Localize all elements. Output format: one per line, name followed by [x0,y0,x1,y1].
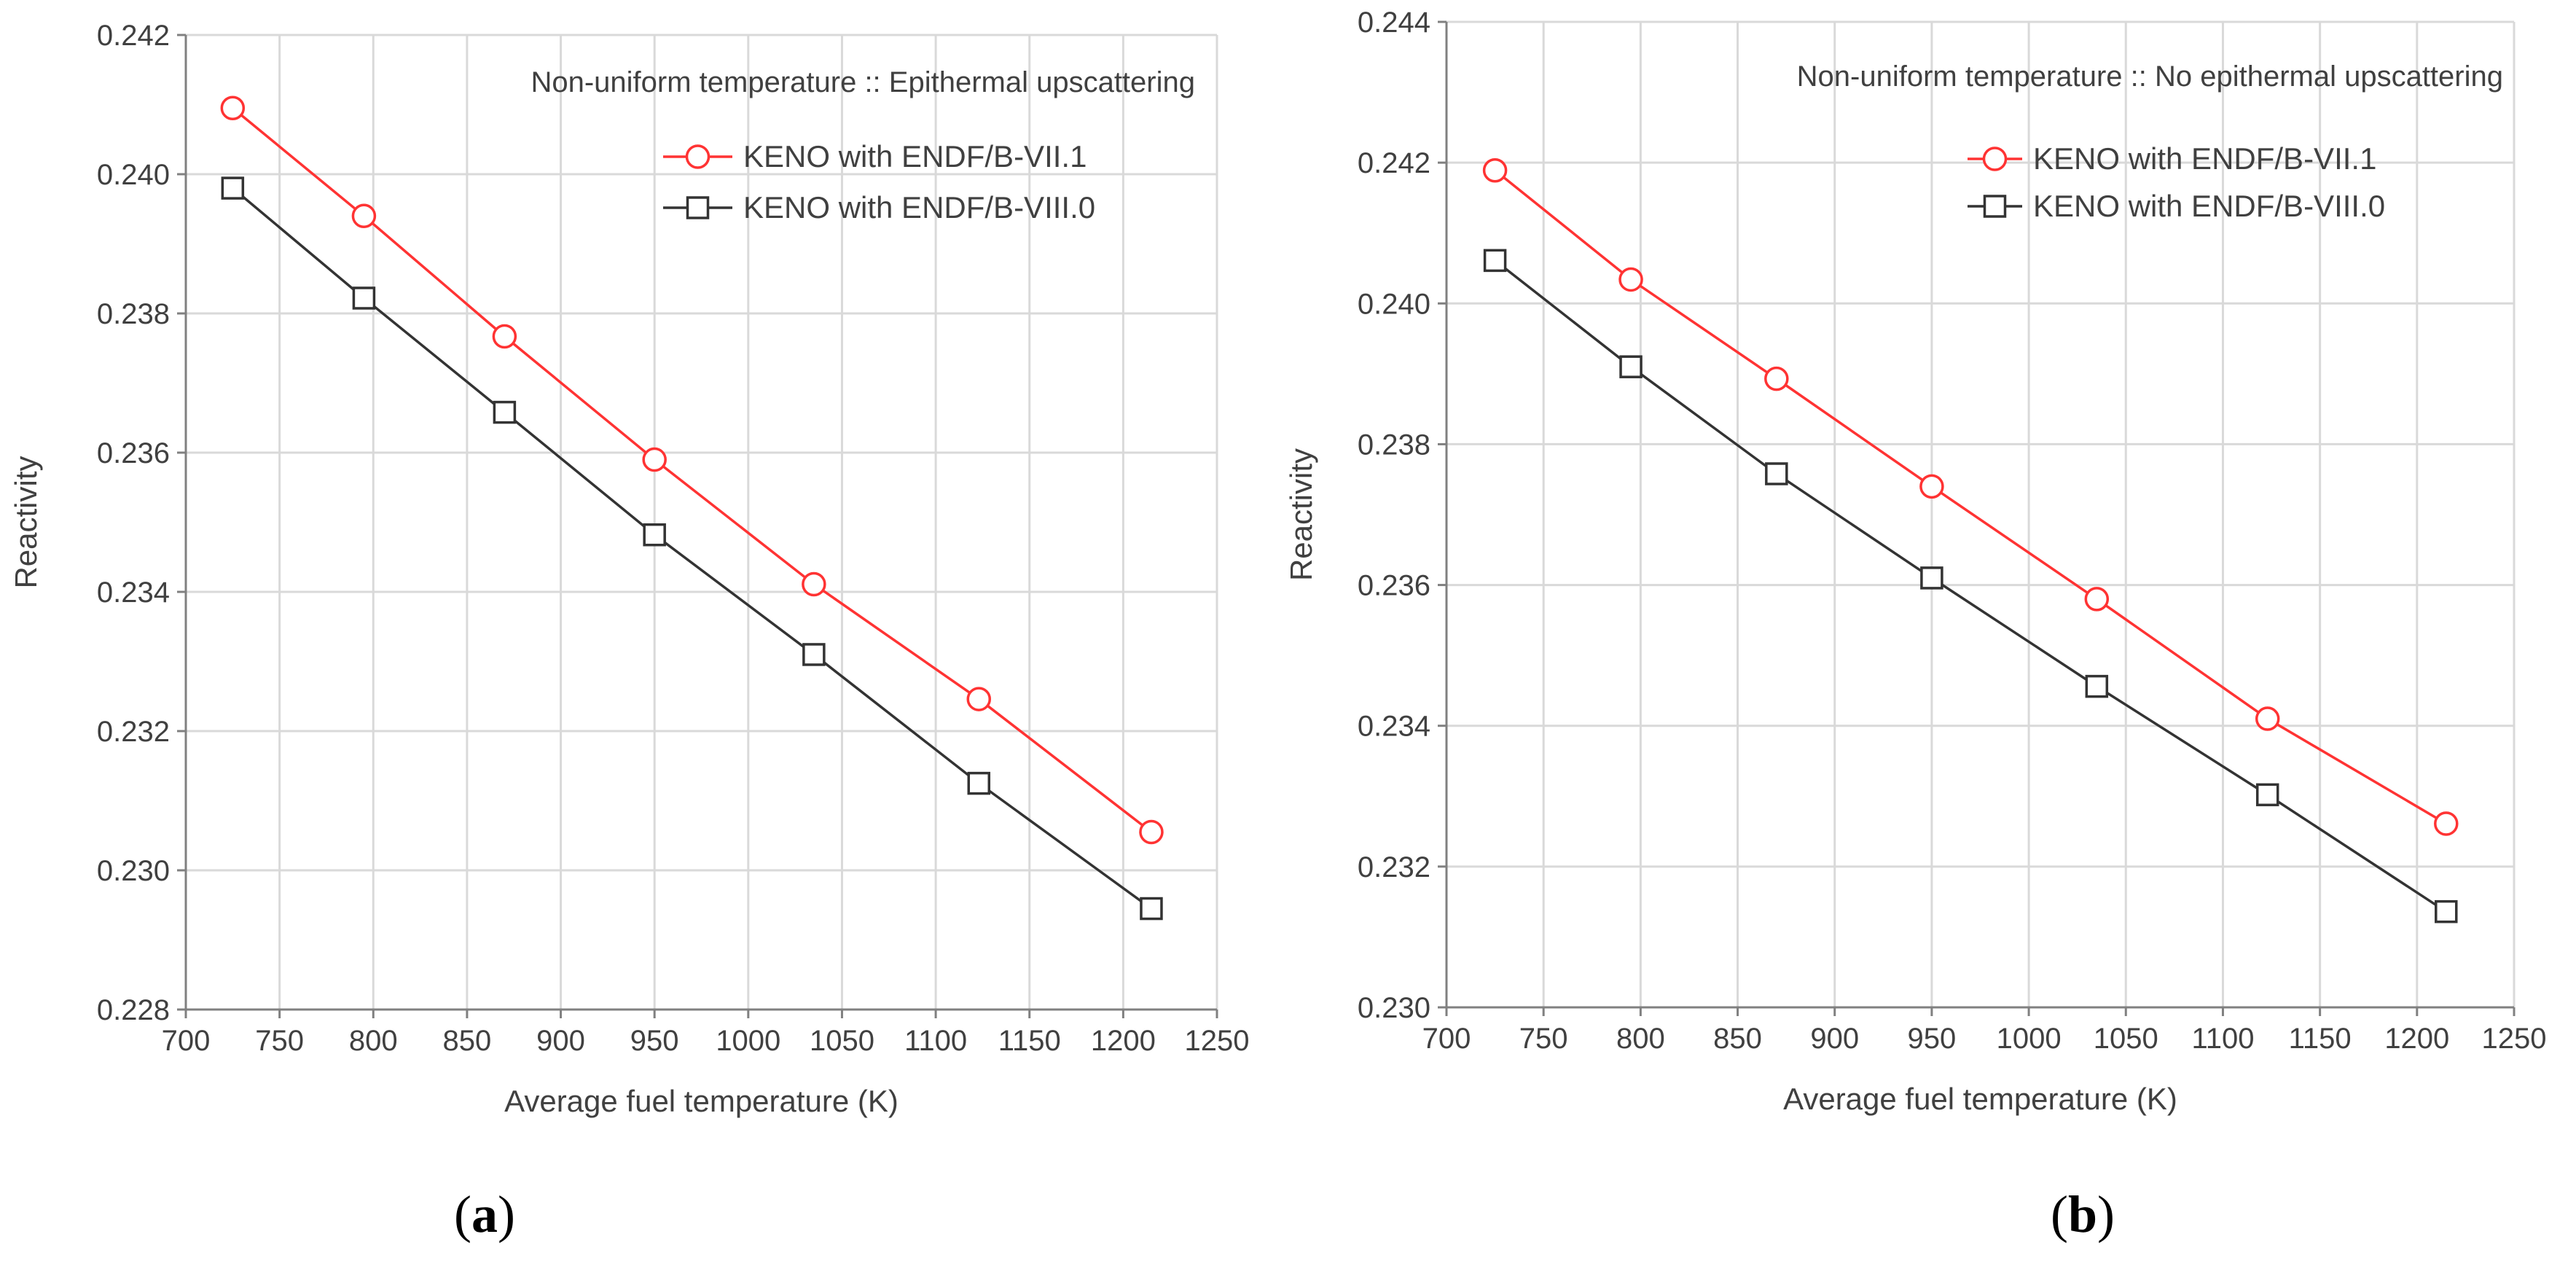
y-tick-label: 0.236 [97,437,170,469]
panel-caption-letter: b [2068,1185,2097,1244]
data-point-endf-b-vii-1 [220,95,246,121]
x-tick-label: 1000 [1997,1023,2062,1055]
y-tick-label: 0.230 [1358,992,1430,1024]
data-point-endf-b-viii-0 [352,286,376,310]
x-tick-label: 900 [1810,1023,1859,1055]
x-tick-label: 700 [162,1025,211,1057]
data-point-endf-b-viii-0 [1140,897,1163,921]
chart-annotation: Non-uniform temperature :: Epithermal up… [531,66,1195,98]
y-tick-label: 0.230 [97,855,170,887]
data-point-endf-b-viii-0 [967,771,991,795]
data-point-endf-b-vii-1 [492,324,517,349]
y-tick-label: 0.242 [1358,147,1430,179]
x-tick-label: 850 [1713,1023,1762,1055]
data-point-endf-b-vii-1 [2255,706,2280,731]
x-tick-label: 1050 [2094,1023,2158,1055]
x-tick-label: 800 [1616,1023,1665,1055]
panel-caption-letter: a [471,1185,498,1244]
x-tick-label: 900 [536,1025,585,1057]
data-point-endf-b-viii-0 [802,643,826,666]
x-axis-title: Average fuel temperature (K) [504,1084,899,1118]
data-point-endf-b-vii-1 [1618,267,1643,292]
y-tick-label: 0.232 [1358,851,1430,883]
x-tick-label: 1250 [2482,1023,2547,1055]
x-tick-label: 1250 [1185,1025,1250,1057]
chart-annotation: Non-uniform temperature :: No epithermal… [1797,60,2503,93]
data-point-endf-b-vii-1 [2084,587,2110,612]
legend-marker [685,144,710,169]
x-tick-label: 1100 [904,1025,967,1057]
data-point-endf-b-vii-1 [351,203,377,229]
legend-label: KENO with ENDF/B-VII.1 [2033,141,2376,176]
legend-label: KENO with ENDF/B-VIII.0 [2033,189,2385,223]
y-tick-label: 0.238 [1358,429,1430,461]
x-tick-label: 750 [255,1025,304,1057]
data-point-endf-b-vii-1 [1764,366,1789,391]
x-tick-label: 950 [630,1025,679,1057]
y-tick-label: 0.236 [1358,570,1430,602]
data-point-endf-b-vii-1 [966,687,992,711]
legend-marker [1983,195,2007,218]
data-point-endf-b-viii-0 [493,400,517,424]
data-point-endf-b-viii-0 [1920,566,1943,590]
data-point-endf-b-viii-0 [2255,783,2279,807]
x-tick-label: 950 [1908,1023,1957,1055]
x-tick-label: 1000 [716,1025,780,1057]
data-point-endf-b-vii-1 [1139,819,1164,845]
y-axis-title: Reactivity [9,456,43,588]
data-point-endf-b-viii-0 [1765,462,1788,485]
x-axis-title: Average fuel temperature (K) [1783,1082,2177,1116]
data-point-endf-b-viii-0 [643,523,666,547]
x-tick-label: 1200 [1091,1025,1156,1057]
data-point-endf-b-viii-0 [1483,249,1507,273]
legend-label: KENO with ENDF/B-VII.1 [743,139,1087,173]
panel-caption: (b) [2051,1185,2115,1244]
y-tick-label: 0.240 [97,159,170,191]
y-tick-label: 0.228 [97,994,170,1026]
y-tick-label: 0.234 [1358,711,1430,743]
x-tick-label: 1150 [998,1025,1061,1057]
data-point-endf-b-viii-0 [221,176,245,200]
y-tick-label: 0.244 [1358,7,1430,39]
x-tick-label: 750 [1519,1023,1568,1055]
y-tick-label: 0.234 [97,577,170,609]
chart-panel-a: 700 750 800 850 900 950 1000 1050 1100 1150 1200 12… [9,20,1249,1244]
chart-panel-b: 700 750 800 850 900 950 1000 1050 1100 1150 1200 12… [1284,7,2546,1244]
panel-caption: (a) [454,1185,515,1244]
data-point-endf-b-viii-0 [2435,899,2458,924]
x-tick-label: 850 [443,1025,492,1057]
x-tick-label: 700 [1422,1023,1471,1055]
data-point-endf-b-vii-1 [1482,158,1508,183]
x-tick-label: 1050 [810,1025,874,1057]
data-point-endf-b-vii-1 [2434,811,2459,836]
legend-label: KENO with ENDF/B-VIII.0 [743,190,1095,225]
x-tick-label: 1200 [2384,1023,2449,1055]
data-point-endf-b-viii-0 [2085,674,2109,698]
data-point-endf-b-viii-0 [1619,355,1643,378]
y-tick-label: 0.232 [97,716,170,748]
y-axis-title: Reactivity [1284,448,1318,581]
x-tick-label: 800 [349,1025,398,1057]
data-point-endf-b-vii-1 [802,571,826,597]
y-tick-label: 0.240 [1358,288,1430,320]
legend-marker [686,196,710,219]
x-tick-label: 1150 [2289,1023,2352,1055]
y-tick-label: 0.238 [97,298,170,330]
y-tick-label: 0.242 [97,20,170,52]
legend-marker [1982,147,2008,171]
x-tick-label: 1100 [2191,1023,2254,1055]
data-point-endf-b-vii-1 [642,447,667,472]
data-point-endf-b-vii-1 [1919,474,1944,499]
